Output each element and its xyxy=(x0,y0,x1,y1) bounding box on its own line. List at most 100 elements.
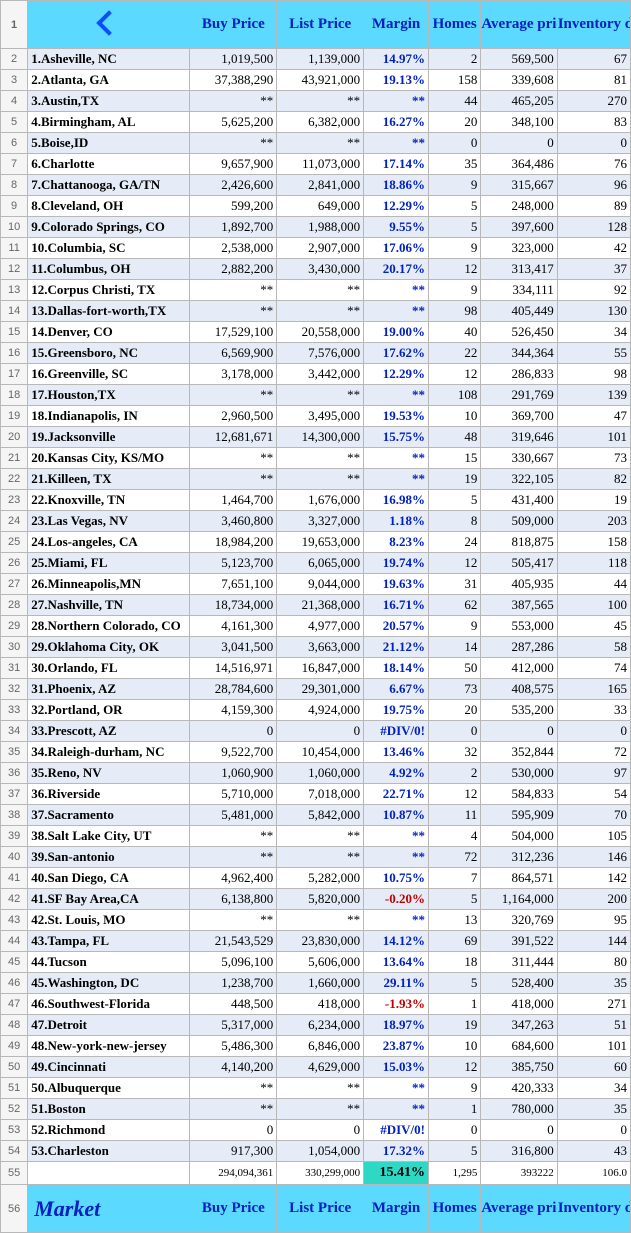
list-cell: 10,454,000 xyxy=(277,742,364,763)
table-row[interactable]: 1514.Denver, CO17,529,10020,558,00019.00… xyxy=(1,322,631,343)
table-row[interactable]: 2120.Kansas City, KS/MO******15330,66773 xyxy=(1,448,631,469)
table-row[interactable]: 2221.Killeen, TX******19322,10582 xyxy=(1,469,631,490)
list-cell: ** xyxy=(277,280,364,301)
table-row[interactable]: 5049.Cincinnati4,140,2004,629,00015.03%1… xyxy=(1,1057,631,1078)
table-row[interactable]: 87.Chattanooga, GA/TN2,426,6002,841,0001… xyxy=(1,175,631,196)
list-cell: 5,282,000 xyxy=(277,868,364,889)
city-cell: 17.Houston,TX xyxy=(28,385,190,406)
homes-cell: 8 xyxy=(429,511,481,532)
list-cell: 3,430,000 xyxy=(277,259,364,280)
city-cell: 25.Miami, FL xyxy=(28,553,190,574)
col-avg[interactable]: Average price xyxy=(481,1185,557,1233)
city-cell: 10.Columbia, SC xyxy=(28,238,190,259)
table-row[interactable]: 2726.Minneapolis,MN7,651,1009,044,00019.… xyxy=(1,574,631,595)
list-cell: 7,576,000 xyxy=(277,343,364,364)
rownum: 17 xyxy=(1,364,28,385)
table-row[interactable]: 5251.Boston******1780,00035 xyxy=(1,1099,631,1120)
col-buy[interactable]: Buy Price xyxy=(190,1,277,49)
col-margin[interactable]: Margin xyxy=(364,1,429,49)
table-row[interactable]: 4948.New-york-new-jersey5,486,3006,846,0… xyxy=(1,1036,631,1057)
table-row[interactable]: 4746.Southwest-Florida448,500418,000-1.9… xyxy=(1,994,631,1015)
table-row[interactable]: 5352.Richmond00#DIV/0!000 xyxy=(1,1120,631,1141)
table-row[interactable]: 109.Colorado Springs, CO1,892,7001,988,0… xyxy=(1,217,631,238)
homes-cell: 5 xyxy=(429,889,481,910)
table-row[interactable]: 4342.St. Louis, MO******13320,76995 xyxy=(1,910,631,931)
table-row[interactable]: 5453.Charleston917,3001,054,00017.32%531… xyxy=(1,1141,631,1162)
inv-cell: 81 xyxy=(557,70,630,91)
avg-cell: 339,608 xyxy=(481,70,557,91)
avg-cell: 287,286 xyxy=(481,637,557,658)
city-cell: 2.Atlanta, GA xyxy=(28,70,190,91)
inv-cell: 51 xyxy=(557,1015,630,1036)
buy-cell: 0 xyxy=(190,1120,277,1141)
table-row[interactable]: 98.Cleveland, OH599,200649,00012.29%5248… xyxy=(1,196,631,217)
list-cell: 1,054,000 xyxy=(277,1141,364,1162)
table-row[interactable]: 1817.Houston,TX******108291,769139 xyxy=(1,385,631,406)
inv-cell: 37 xyxy=(557,259,630,280)
col-homes[interactable]: Homes xyxy=(429,1185,481,1233)
table-row[interactable]: 1312.Corpus Christi, TX******9334,11192 xyxy=(1,280,631,301)
table-row[interactable]: 2625.Miami, FL5,123,7006,065,00019.74%12… xyxy=(1,553,631,574)
homes-cell: 73 xyxy=(429,679,481,700)
table-row[interactable]: 2423.Las Vegas, NV3,460,8003,327,0001.18… xyxy=(1,511,631,532)
col-avg[interactable]: Average price xyxy=(481,1,557,49)
market-label[interactable]: Market xyxy=(28,1185,190,1233)
table-row[interactable]: 1110.Columbia, SC2,538,0002,907,00017.06… xyxy=(1,238,631,259)
table-row[interactable]: 3433.Prescott, AZ00#DIV/0!000 xyxy=(1,721,631,742)
table-row[interactable]: 32.Atlanta, GA37,388,29043,921,00019.13%… xyxy=(1,70,631,91)
table-row[interactable]: 2322.Knoxville, TN1,464,7001,676,00016.9… xyxy=(1,490,631,511)
avg-cell: 509,000 xyxy=(481,511,557,532)
table-row[interactable]: 3635.Reno, NV1,060,9001,060,0004.92%2530… xyxy=(1,763,631,784)
rownum: 34 xyxy=(1,721,28,742)
table-row[interactable]: 4847.Detroit5,317,0006,234,00018.97%1934… xyxy=(1,1015,631,1036)
table-row[interactable]: 5150.Albuquerque******9420,33334 xyxy=(1,1078,631,1099)
col-list[interactable]: List Price xyxy=(277,1185,364,1233)
rownum: 46 xyxy=(1,973,28,994)
col-margin[interactable]: Margin xyxy=(364,1185,429,1233)
table-row[interactable]: 4544.Tucson5,096,1005,606,00013.64%18311… xyxy=(1,952,631,973)
table-row[interactable]: 21.Asheville, NC1,019,5001,139,00014.97%… xyxy=(1,49,631,70)
city-cell: 13.Dallas-fort-worth,TX xyxy=(28,301,190,322)
col-inv[interactable]: Inventory days xyxy=(557,1185,630,1233)
table-row[interactable]: 2827.Nashville, TN18,734,00021,368,00016… xyxy=(1,595,631,616)
table-row[interactable]: 3332.Portland, OR4,159,3004,924,00019.75… xyxy=(1,700,631,721)
table-row[interactable]: 54.Birmingham, AL5,625,2006,382,00016.27… xyxy=(1,112,631,133)
margin-cell: -0.20% xyxy=(364,889,429,910)
table-row[interactable]: 4241.SF Bay Area,CA6,138,8005,820,000-0.… xyxy=(1,889,631,910)
table-row[interactable]: 65.Boise,ID******000 xyxy=(1,133,631,154)
table-row[interactable]: 4140.San Diego, CA4,962,4005,282,00010.7… xyxy=(1,868,631,889)
table-row[interactable]: 3837.Sacramento5,481,0005,842,00010.87%1… xyxy=(1,805,631,826)
avg-cell: 369,700 xyxy=(481,406,557,427)
col-list[interactable]: List Price xyxy=(277,1,364,49)
table-row[interactable]: 3938.Salt Lake City, UT******4504,000105 xyxy=(1,826,631,847)
table-row[interactable]: 4443.Tampa, FL21,543,52923,830,00014.12%… xyxy=(1,931,631,952)
table-row[interactable]: 1413.Dallas-fort-worth,TX******98405,449… xyxy=(1,301,631,322)
avg-cell: 313,417 xyxy=(481,259,557,280)
table-row[interactable]: 1211.Columbus, OH2,882,2003,430,00020.17… xyxy=(1,259,631,280)
table-row[interactable]: 1918.Indianapolis, IN2,960,5003,495,0001… xyxy=(1,406,631,427)
col-homes[interactable]: Homes xyxy=(429,1,481,49)
margin-cell: #DIV/0! xyxy=(364,721,429,742)
margin-cell: 20.17% xyxy=(364,259,429,280)
buy-cell: 1,060,900 xyxy=(190,763,277,784)
table-row[interactable]: 3130.Orlando, FL14,516,97116,847,00018.1… xyxy=(1,658,631,679)
table-row[interactable]: 2928.Northern Colorado, CO4,161,3004,977… xyxy=(1,616,631,637)
city-cell: 43.Tampa, FL xyxy=(28,931,190,952)
buy-cell: ** xyxy=(190,301,277,322)
col-inv[interactable]: Inventory days xyxy=(557,1,630,49)
back-button[interactable] xyxy=(28,1,190,49)
table-row[interactable]: 43.Austin,TX******44465,205270 xyxy=(1,91,631,112)
table-row[interactable]: 3231.Phoenix, AZ28,784,60029,301,0006.67… xyxy=(1,679,631,700)
table-row[interactable]: 3736.Riverside5,710,0007,018,00022.71%12… xyxy=(1,784,631,805)
table-row[interactable]: 2524.Los-angeles, CA18,984,20019,653,000… xyxy=(1,532,631,553)
table-row[interactable]: 1716.Greenville, SC3,178,0003,442,00012.… xyxy=(1,364,631,385)
table-row[interactable]: 76.Charlotte9,657,90011,073,00017.14%353… xyxy=(1,154,631,175)
table-row[interactable]: 4039.San-antonio******72312,236146 xyxy=(1,847,631,868)
rownum: 15 xyxy=(1,322,28,343)
table-row[interactable]: 3029.Oklahoma City, OK3,041,5003,663,000… xyxy=(1,637,631,658)
table-row[interactable]: 2019.Jacksonville12,681,67114,300,00015.… xyxy=(1,427,631,448)
col-buy[interactable]: Buy Price xyxy=(190,1185,277,1233)
table-row[interactable]: 3534.Raleigh-durham, NC9,522,70010,454,0… xyxy=(1,742,631,763)
table-row[interactable]: 4645.Washington, DC1,238,7001,660,00029.… xyxy=(1,973,631,994)
table-row[interactable]: 1615.Greensboro, NC6,569,9007,576,00017.… xyxy=(1,343,631,364)
